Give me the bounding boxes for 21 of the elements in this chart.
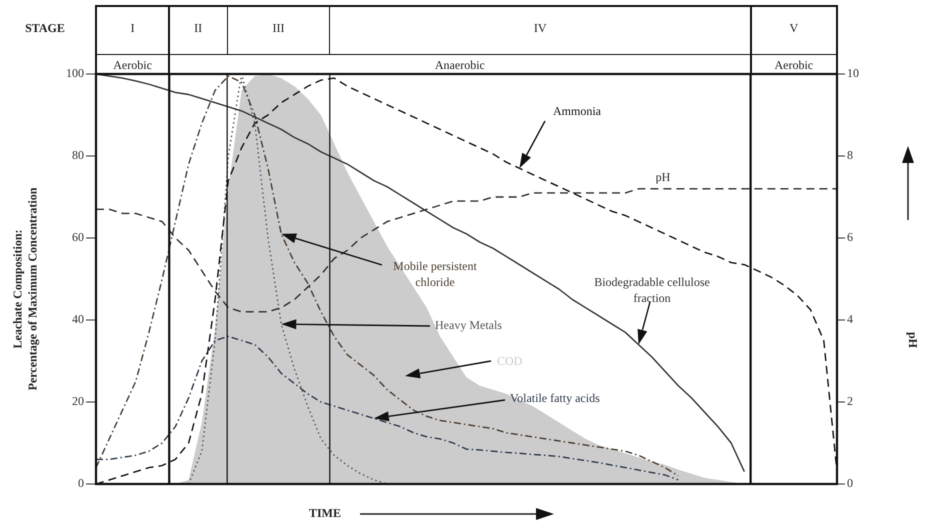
y-tick-label: 40 [72, 312, 84, 326]
x-axis-title: TIME [308, 506, 342, 520]
y-tick-label: 0 [78, 476, 84, 490]
y2-tick-label: 10 [847, 66, 859, 80]
text: Mobile persistent chloride [393, 259, 478, 290]
y2-tick-label: 6 [847, 230, 853, 244]
y2-tick-label: 4 [847, 312, 853, 326]
y-tick-label: 20 [72, 394, 84, 408]
y2-axis-title: pH [906, 332, 920, 349]
series-label: pH [656, 170, 671, 184]
y2-tick-label: 2 [847, 394, 853, 408]
y-axis-title: Leachate Composition: Percentage of Maximum Concentration [10, 187, 40, 390]
y-tick-label: 100 [66, 66, 84, 80]
series-label: Biodegradable cellulose fraction [594, 275, 710, 306]
text: Volatile fatty acids [510, 391, 600, 406]
text: Heavy Metals [435, 318, 502, 332]
text: Ammonia [553, 104, 602, 118]
y2-tick-label: 8 [847, 148, 853, 162]
y-tick-label: 80 [72, 148, 84, 162]
y-tick-label: 60 [72, 230, 84, 244]
y2-tick-label: 0 [847, 476, 853, 490]
